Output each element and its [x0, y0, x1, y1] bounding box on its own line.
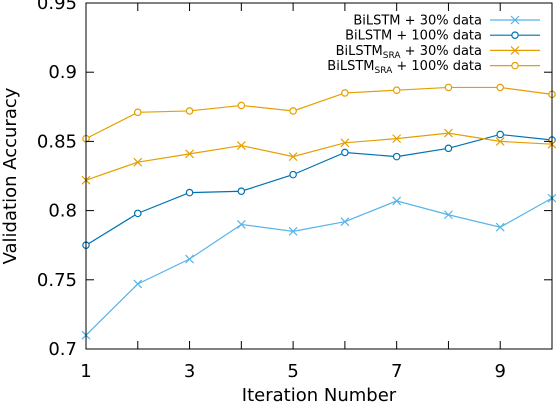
y-tick-label: 0.8	[48, 201, 77, 222]
data-point	[392, 134, 402, 144]
data-point	[495, 136, 505, 146]
data-point	[341, 89, 349, 97]
data-point	[392, 152, 401, 161]
data-point	[444, 144, 453, 153]
series-2	[82, 130, 556, 250]
data-point	[133, 108, 142, 117]
x-tick-label: 1	[80, 361, 91, 382]
series-3	[81, 128, 556, 185]
series-line	[85, 197, 553, 336]
data-point	[340, 217, 350, 227]
data-point	[392, 196, 402, 206]
legend-item: BiLSTM + 30% data	[353, 14, 540, 29]
data-point	[237, 187, 246, 196]
legend-label: BiLSTMSRA + 100% data	[327, 59, 482, 76]
series-line	[85, 133, 553, 246]
series-1	[81, 193, 556, 340]
x-tick-label: 5	[287, 361, 298, 382]
series-4	[82, 83, 556, 143]
legend-marker	[510, 15, 520, 25]
data-point	[288, 226, 298, 236]
plot-frame	[85, 2, 553, 350]
data-point	[392, 86, 401, 94]
data-point	[340, 138, 350, 148]
legend-item: BiLSTMSRA + 100% data	[327, 59, 540, 76]
data-point	[236, 220, 246, 229]
legend-label: BiLSTMSRA + 30% data	[336, 44, 482, 61]
legend-label: BiLSTM + 100% data	[345, 29, 482, 44]
data-point	[289, 107, 297, 115]
data-point	[288, 152, 298, 162]
y-tick-label: 0.9	[48, 62, 77, 83]
x-tick-label: 9	[494, 361, 505, 382]
series-line	[85, 132, 553, 181]
data-point	[496, 130, 505, 139]
legend-item: BiLSTMSRA + 30% data	[336, 44, 540, 61]
data-point	[185, 107, 194, 115]
legend-item: BiLSTM + 100% data	[345, 29, 540, 44]
x-tick-label: 7	[391, 361, 402, 382]
data-point	[133, 209, 142, 218]
legend-label: BiLSTM + 30% data	[353, 14, 482, 29]
y-axis-title: Validation Accuracy	[0, 87, 21, 264]
data-point	[444, 83, 453, 92]
data-point	[289, 170, 297, 179]
legend-marker	[511, 61, 519, 70]
data-point	[495, 222, 505, 232]
data-point	[185, 254, 194, 264]
data-point	[133, 279, 143, 289]
y-tick-label: 0.7	[48, 339, 77, 360]
x-tick-label: 3	[184, 361, 195, 382]
legend-marker	[510, 45, 520, 55]
data-point	[237, 101, 246, 110]
data-point	[444, 210, 453, 220]
series-line	[85, 86, 553, 140]
data-point	[341, 148, 349, 157]
x-axis-title: Iteration Number	[242, 385, 397, 406]
y-tick-label: 0.75	[37, 270, 77, 291]
y-tick-label: 0.95	[37, 0, 77, 14]
data-point	[496, 83, 505, 92]
data-point	[185, 188, 194, 197]
data-point	[185, 149, 194, 159]
data-point	[236, 141, 246, 150]
data-point	[133, 157, 143, 167]
legend-marker	[511, 31, 519, 40]
y-tick-label: 0.85	[37, 131, 77, 152]
data-point	[444, 128, 453, 138]
